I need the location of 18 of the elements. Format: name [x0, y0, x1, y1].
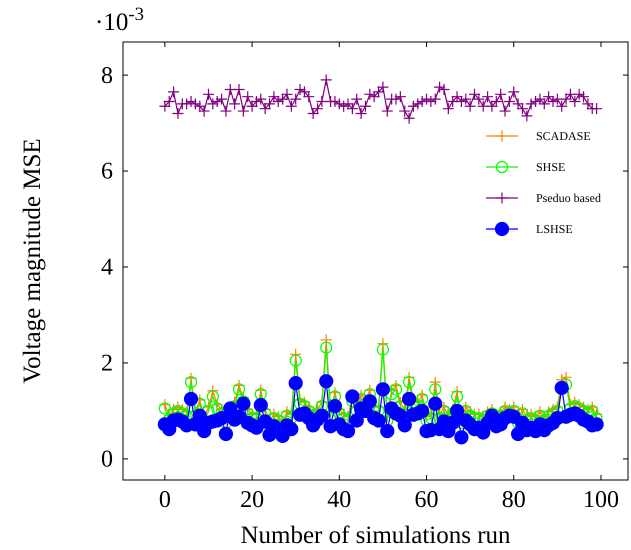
legend-label: LSHSE	[536, 222, 573, 236]
y-tick-label: 2	[101, 350, 113, 377]
legend-label: SHSE	[536, 160, 566, 174]
x-tick-label: 100	[582, 487, 619, 514]
x-tick-label: 40	[327, 487, 352, 514]
x-tick-label: 0	[158, 487, 171, 514]
y-tick-label: 8	[101, 62, 113, 89]
y-axis-title: Voltage magnitude MSE	[19, 138, 46, 384]
y-tick-label: 0	[101, 446, 113, 473]
x-tick-label: 20	[240, 487, 264, 514]
y-tick-label: 6	[101, 158, 113, 185]
x-axis-title: Number of simulations run	[240, 522, 512, 549]
legend-label: SCADASE	[536, 129, 591, 143]
x-tick-label: 80	[502, 487, 526, 514]
x-tick-label: 60	[414, 487, 439, 514]
text: ·10$^{-3}$	[95, 4, 144, 36]
y-tick-label: 4	[101, 254, 113, 281]
legend-label: Pseduo based	[536, 191, 601, 205]
